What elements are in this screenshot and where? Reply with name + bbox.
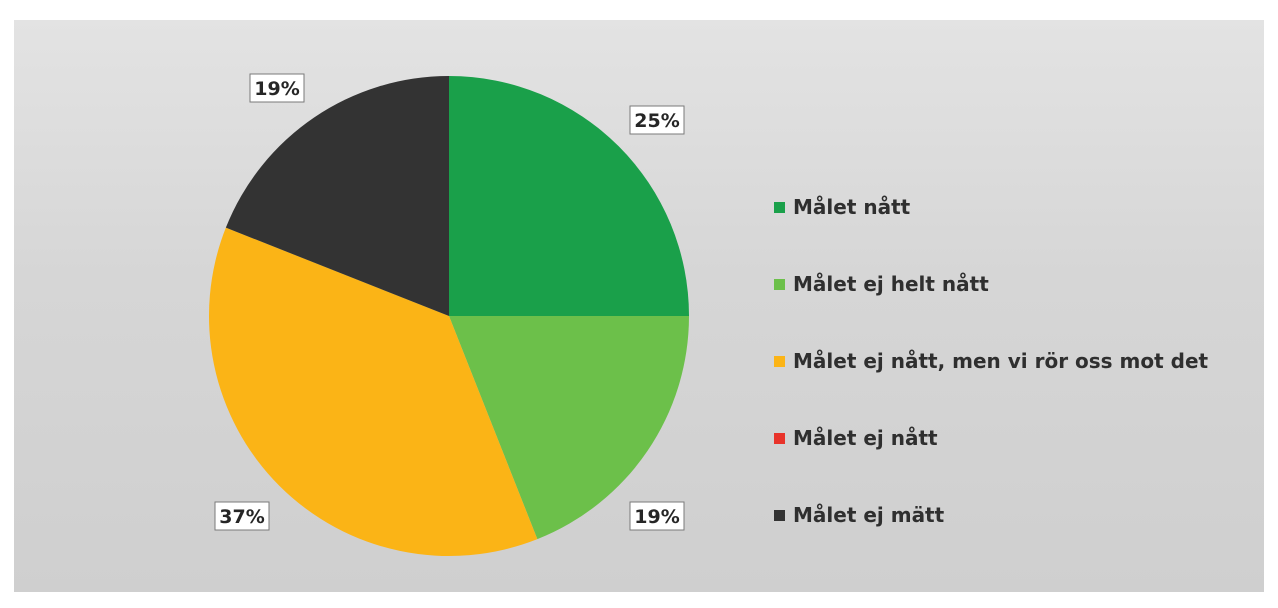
pie-slice <box>208 227 538 557</box>
legend-item-malet-ej-helt-natt: Målet ej helt nått <box>774 265 1208 303</box>
legend-item-malet-ej-matt: Målet ej mätt <box>774 496 1208 534</box>
legend-swatch <box>774 201 785 213</box>
legend-label: Målet ej nått, men vi rör oss mot det <box>793 349 1209 373</box>
legend-label: Målet ej nått <box>793 426 938 450</box>
data-label: 19% <box>634 506 679 528</box>
legend-item-malet-ej-natt: Målet ej nått <box>774 419 1208 457</box>
legend-label: Målet ej mätt <box>793 503 945 527</box>
data-label: 25% <box>634 110 679 132</box>
data-label-box <box>629 105 685 135</box>
data-label-box <box>214 501 270 531</box>
legend-item-malet-natt: Målet nått <box>774 188 1208 226</box>
pie-slice <box>449 76 689 316</box>
legend-item-malet-ej-natt-men-vi-ror-oss: Målet ej nått, men vi rör oss mot det <box>774 342 1208 380</box>
legend-swatch <box>774 355 785 367</box>
pie-slice <box>225 76 449 316</box>
legend-label: Målet ej helt nått <box>793 272 989 296</box>
data-label: 37% <box>219 506 264 528</box>
pie-slice <box>449 316 689 540</box>
legend-label: Målet nått <box>793 195 911 219</box>
chart-panel: 25% 19% 37% 19% Målet nått Målet ej helt nå… <box>14 20 1264 592</box>
legend-swatch <box>774 432 785 444</box>
chart-legend: Målet nått Målet ej helt nått Målet ej n… <box>774 188 1208 573</box>
data-label-box <box>629 501 685 531</box>
legend-swatch <box>774 278 785 290</box>
pie-chart: 25% 19% 37% 19% <box>208 73 689 557</box>
data-label: 19% <box>254 78 299 100</box>
legend-swatch <box>774 509 785 521</box>
data-label-box <box>249 73 305 103</box>
